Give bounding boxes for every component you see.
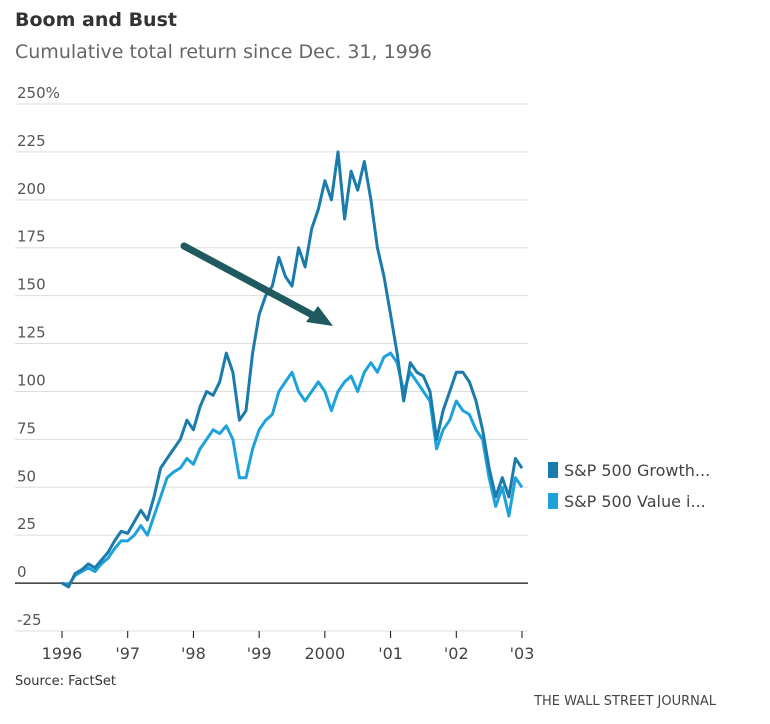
y-tick-label: 75 xyxy=(17,419,36,437)
y-tick-label: 100 xyxy=(17,371,46,389)
series-line xyxy=(61,150,524,589)
credit: THE WALL STREET JOURNAL xyxy=(533,694,717,709)
y-tick-label: 0 xyxy=(17,563,27,581)
legend-label: S&P 500 Growth... xyxy=(564,461,710,480)
chart-subtitle: Cumulative total return since Dec. 31, 1… xyxy=(15,41,432,63)
x-tick-label: '97 xyxy=(115,644,140,663)
legend-label: S&P 500 Value i... xyxy=(564,492,706,511)
legend-swatch xyxy=(548,493,558,509)
y-tick-label: -25 xyxy=(17,611,42,629)
y-tick-label: 125 xyxy=(17,324,46,342)
chart-title: Boom and Bust xyxy=(15,9,177,31)
x-tick-label: 2000 xyxy=(304,644,345,663)
y-tick-label: 225 xyxy=(17,132,46,150)
y-tick-label: 150 xyxy=(17,276,46,294)
x-tick-label: '01 xyxy=(378,644,403,663)
annotation-arrow xyxy=(180,242,333,326)
series-line xyxy=(61,351,524,587)
y-tick-label: 250% xyxy=(17,84,60,102)
x-tick-label: '03 xyxy=(510,644,535,663)
x-tick-label: '99 xyxy=(247,644,272,663)
y-tick-label: 200 xyxy=(17,180,46,198)
y-tick-label: 175 xyxy=(17,228,46,246)
x-tick-label: '02 xyxy=(444,644,469,663)
y-tick-label: 25 xyxy=(17,515,36,533)
source: Source: FactSet xyxy=(15,674,116,689)
y-tick-label: 50 xyxy=(17,467,36,485)
lines xyxy=(61,150,524,589)
x-tick-label: 1996 xyxy=(42,644,83,663)
x-tick-label: '98 xyxy=(181,644,206,663)
grid xyxy=(15,103,528,638)
legend-swatch xyxy=(548,462,558,478)
